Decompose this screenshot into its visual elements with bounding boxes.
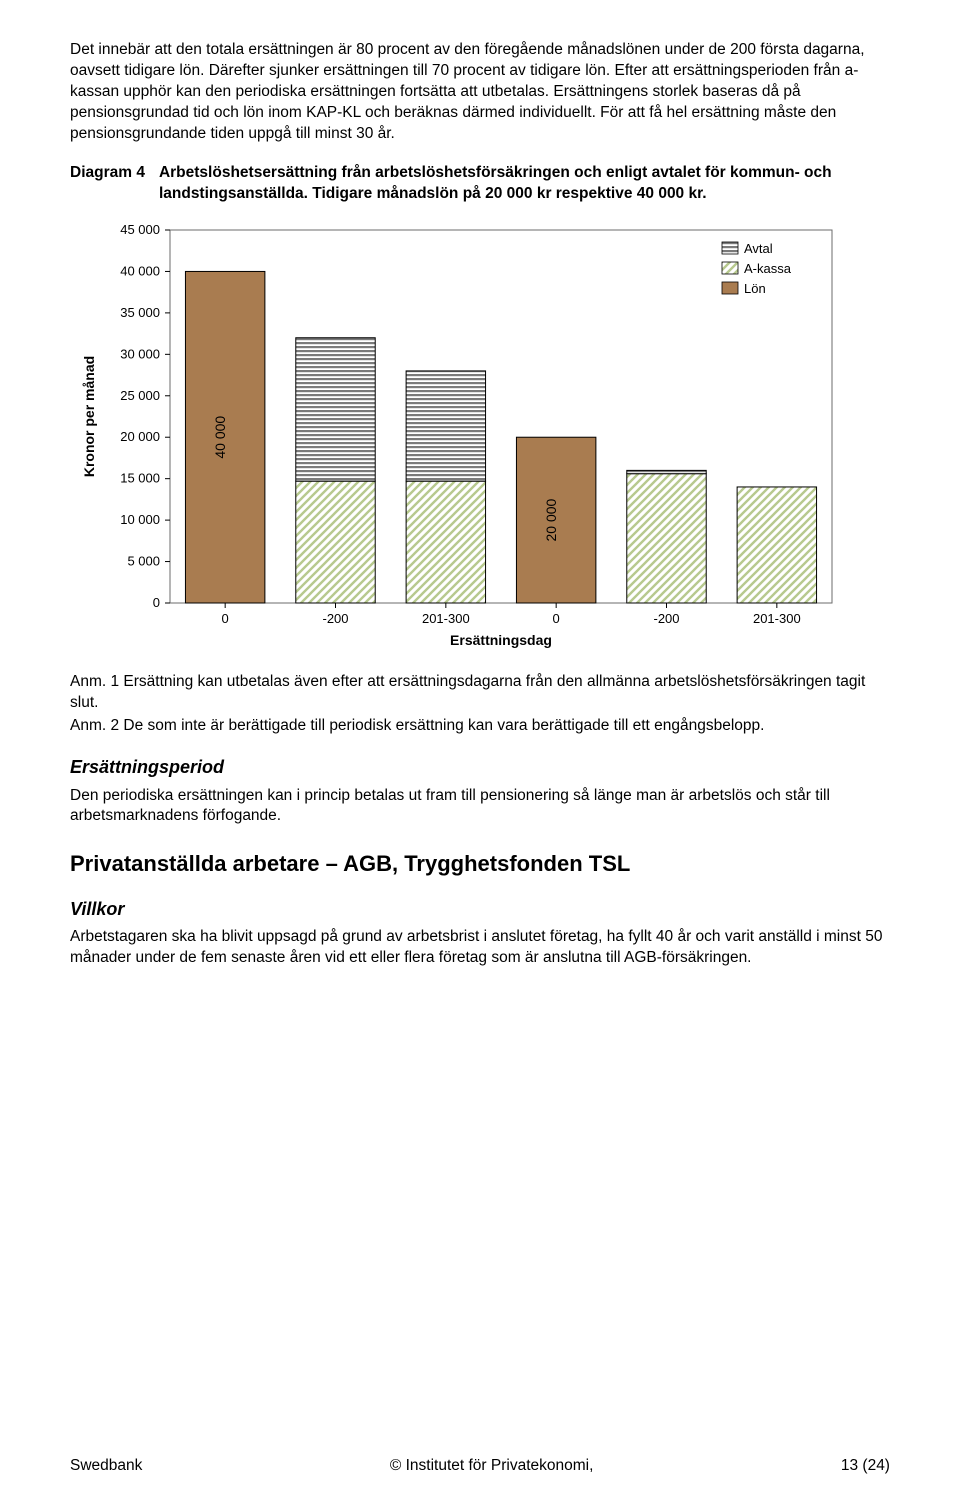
svg-text:5 000: 5 000 — [127, 554, 160, 569]
chart-svg: 0 5 000 10 000 15 000 20 000 25 000 30 000 35 0… — [70, 218, 850, 658]
svg-text:Kronor per månad: Kronor per månad — [81, 356, 97, 477]
svg-text:Avtal: Avtal — [744, 241, 773, 256]
diagram4-title: Arbetslöshetsersättning från arbetslöshe… — [159, 163, 890, 205]
heading-ersattningsperiod: Ersättningsperiod — [70, 755, 890, 779]
diagram4-heading: Diagram 4 Arbetslöshetsersättning från a… — [70, 163, 890, 205]
diagram4-label: Diagram 4 — [70, 163, 159, 205]
svg-text:Ersättningsdag: Ersättningsdag — [450, 632, 552, 648]
diagram4-chart: 0 5 000 10 000 15 000 20 000 25 000 30 000 35 0… — [70, 218, 890, 658]
svg-text:10 000: 10 000 — [120, 513, 160, 528]
footer-left: Swedbank — [70, 1456, 142, 1477]
svg-text:Lön: Lön — [744, 281, 766, 296]
svg-text:30 000: 30 000 — [120, 347, 160, 362]
heading-villkor: Villkor — [70, 897, 890, 921]
paragraph-villkor: Arbetstagaren ska ha blivit uppsagd på g… — [70, 927, 890, 969]
svg-text:40 000: 40 000 — [212, 416, 228, 459]
svg-text:15 000: 15 000 — [120, 471, 160, 486]
footer-right: 13 (24) — [841, 1456, 890, 1477]
footer-mid: © Institutet för Privatekonomi, — [390, 1456, 594, 1477]
note-2: Anm. 2 De som inte är berättigade till p… — [70, 716, 890, 737]
svg-text:45 000: 45 000 — [120, 222, 160, 237]
svg-text:0: 0 — [222, 611, 229, 626]
svg-text:201-300: 201-300 — [422, 611, 470, 626]
intro-paragraph: Det innebär att den totala ersättningen … — [70, 40, 890, 145]
page-footer: Swedbank © Institutet för Privatekonomi,… — [70, 1456, 890, 1477]
svg-text:20 000: 20 000 — [543, 499, 559, 542]
svg-text:0: 0 — [553, 611, 560, 626]
svg-text:40 000: 40 000 — [120, 264, 160, 279]
paragraph-ersattningsperiod: Den periodiska ersättningen kan i princi… — [70, 786, 890, 828]
svg-text:0: 0 — [153, 595, 160, 610]
svg-text:201-300: 201-300 — [753, 611, 801, 626]
note-1: Anm. 1 Ersättning kan utbetalas även eft… — [70, 672, 890, 714]
svg-text:20 000: 20 000 — [120, 430, 160, 445]
svg-text:-200: -200 — [653, 611, 679, 626]
svg-text:-200: -200 — [322, 611, 348, 626]
svg-text:A-kassa: A-kassa — [744, 261, 792, 276]
svg-text:25 000: 25 000 — [120, 388, 160, 403]
svg-text:35 000: 35 000 — [120, 305, 160, 320]
heading-agb: Privatanställda arbetare – AGB, Trygghet… — [70, 849, 890, 879]
